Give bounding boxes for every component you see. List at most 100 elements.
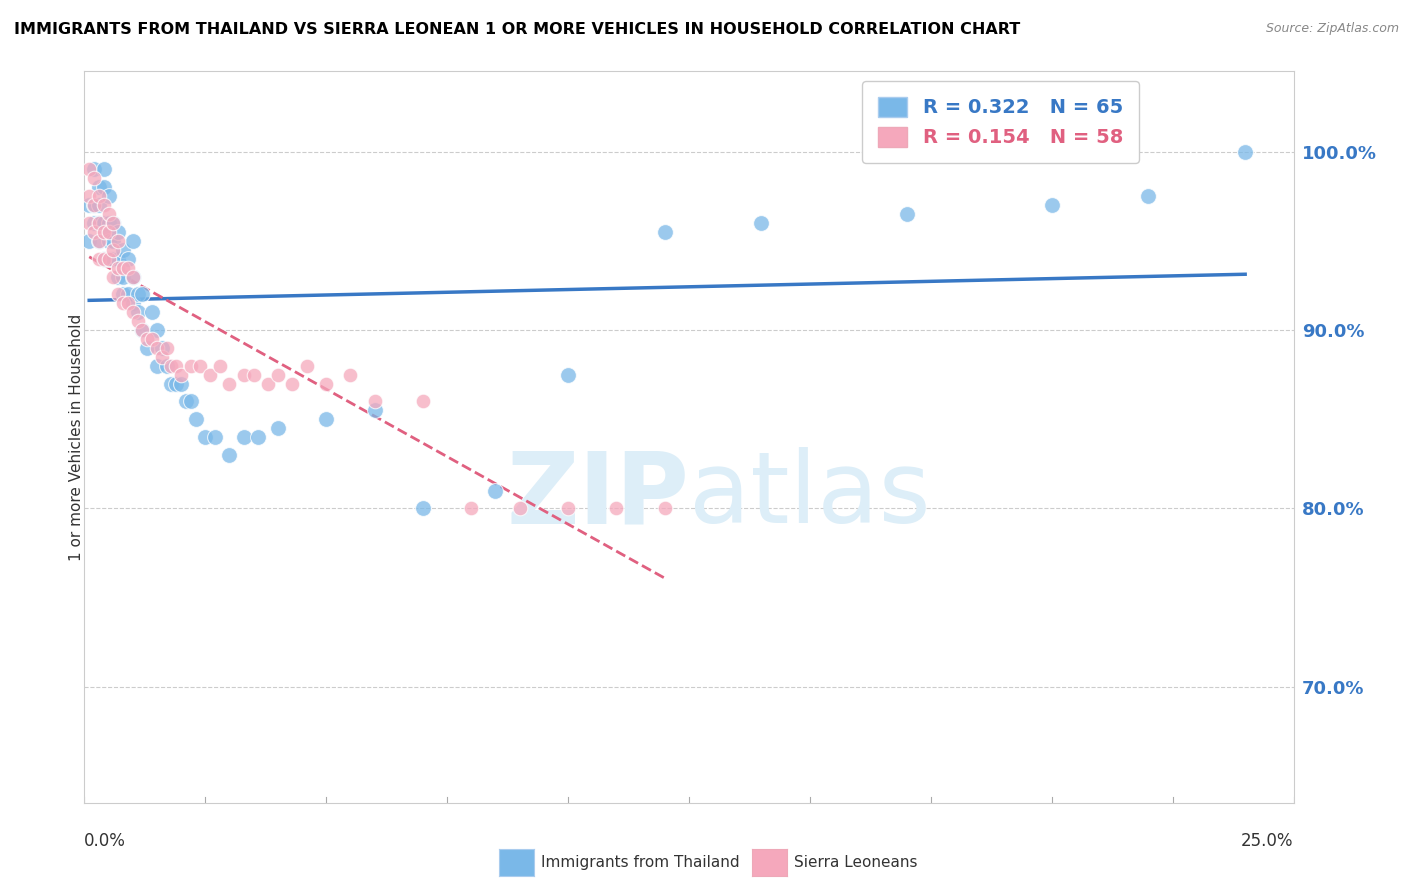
Point [83, 216, 105, 230]
Text: ZIP: ZIP [506, 447, 689, 544]
Point [1234, 145, 1257, 159]
Point [117, 252, 139, 266]
Point [83, 171, 105, 186]
Point [267, 421, 290, 435]
Point [150, 350, 173, 364]
Point [97, 216, 120, 230]
Point [160, 359, 183, 373]
Point [136, 332, 159, 346]
Point [654, 501, 676, 516]
Point [412, 501, 434, 516]
Point [87, 252, 110, 266]
Point [180, 394, 202, 409]
Point [1040, 198, 1063, 212]
Point [218, 448, 240, 462]
Point [93, 225, 115, 239]
Point [131, 323, 153, 337]
Point [412, 394, 434, 409]
Point [83, 198, 105, 212]
Point [97, 189, 120, 203]
Point [107, 260, 129, 275]
Point [77, 162, 100, 177]
Point [87, 180, 110, 194]
Point [127, 287, 149, 301]
Point [93, 180, 115, 194]
Point [218, 376, 240, 391]
Point [557, 501, 579, 516]
Point [87, 198, 110, 212]
Point [131, 287, 153, 301]
Point [97, 252, 120, 266]
Point [77, 198, 100, 212]
Point [97, 207, 120, 221]
Point [93, 198, 115, 212]
Point [121, 269, 143, 284]
Point [87, 189, 110, 203]
Point [103, 252, 125, 266]
Point [194, 430, 217, 444]
Point [107, 225, 129, 239]
Point [141, 332, 163, 346]
Point [315, 376, 337, 391]
Point [198, 368, 221, 382]
Point [87, 216, 110, 230]
Point [509, 501, 531, 516]
Point [117, 287, 139, 301]
Point [165, 376, 187, 391]
Point [117, 296, 139, 310]
Point [363, 403, 385, 417]
Point [605, 501, 627, 516]
Y-axis label: 1 or more Vehicles in Household: 1 or more Vehicles in Household [69, 313, 83, 561]
Point [155, 341, 177, 355]
Point [1137, 189, 1160, 203]
Point [77, 189, 100, 203]
Point [77, 234, 100, 248]
Point [896, 207, 918, 221]
Point [127, 305, 149, 319]
Point [103, 243, 125, 257]
Point [97, 225, 120, 239]
Point [112, 287, 135, 301]
Point [170, 376, 193, 391]
Point [363, 394, 385, 409]
Point [155, 359, 177, 373]
Point [146, 323, 169, 337]
Text: Source: ZipAtlas.com: Source: ZipAtlas.com [1265, 22, 1399, 36]
Point [97, 225, 120, 239]
Point [242, 368, 264, 382]
Point [107, 287, 129, 301]
Point [112, 296, 135, 310]
Point [87, 234, 110, 248]
Text: 25.0%: 25.0% [1241, 832, 1294, 850]
Text: Immigrants from Thailand: Immigrants from Thailand [541, 855, 740, 870]
Point [190, 359, 212, 373]
Point [146, 341, 169, 355]
Point [184, 412, 207, 426]
Point [557, 368, 579, 382]
Point [160, 376, 183, 391]
Point [233, 368, 256, 382]
Point [121, 305, 143, 319]
Point [93, 252, 115, 266]
Point [103, 234, 125, 248]
Point [107, 252, 129, 266]
Legend: R = 0.322   N = 65, R = 0.154   N = 58: R = 0.322 N = 65, R = 0.154 N = 58 [862, 81, 1139, 163]
Point [339, 368, 361, 382]
Point [281, 376, 304, 391]
Point [103, 216, 125, 230]
Point [257, 376, 280, 391]
Point [87, 216, 110, 230]
Point [107, 234, 129, 248]
Point [247, 430, 270, 444]
Point [121, 296, 143, 310]
Point [751, 216, 773, 230]
Point [315, 412, 337, 426]
Point [87, 234, 110, 248]
Point [93, 216, 115, 230]
Point [121, 234, 143, 248]
Point [112, 243, 135, 257]
Point [295, 359, 318, 373]
Point [112, 260, 135, 275]
Point [460, 501, 482, 516]
Point [180, 359, 202, 373]
